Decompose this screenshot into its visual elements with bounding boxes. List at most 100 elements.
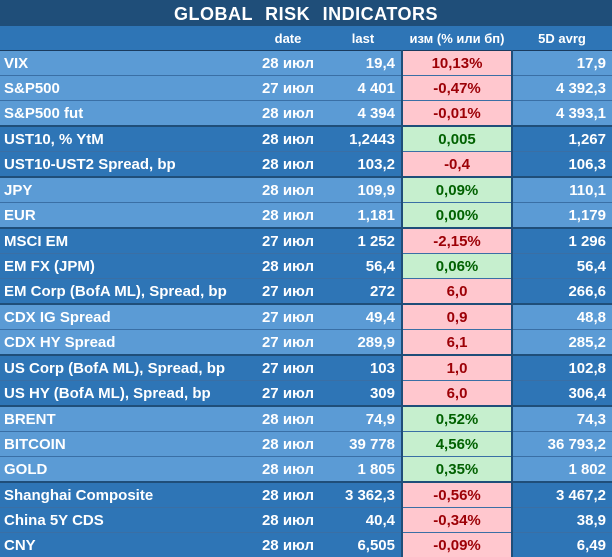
- avg-cell: 17,9: [512, 51, 612, 76]
- avg-cell: 106,3: [512, 152, 612, 178]
- indicator-name: CDX IG Spread: [0, 304, 252, 330]
- date-cell: 27 июл: [252, 330, 324, 356]
- change-cell: 10,13%: [402, 51, 512, 76]
- last-value-cell: 272: [324, 279, 402, 305]
- date-cell: 27 июл: [252, 76, 324, 101]
- change-cell: 6,0: [402, 279, 512, 305]
- avg-cell: 110,1: [512, 177, 612, 203]
- header-row: date last изм (% или бп) 5D avrg: [0, 26, 612, 51]
- avg-cell: 38,9: [512, 508, 612, 533]
- avg-cell: 3 467,2: [512, 482, 612, 508]
- last-value-cell: 309: [324, 381, 402, 407]
- last-value-cell: 109,9: [324, 177, 402, 203]
- last-value-cell: 56,4: [324, 254, 402, 279]
- change-cell: 0,9: [402, 304, 512, 330]
- change-cell: 0,00%: [402, 203, 512, 229]
- avg-cell: 306,4: [512, 381, 612, 407]
- date-cell: 28 июл: [252, 203, 324, 229]
- last-value-cell: 4 394: [324, 101, 402, 127]
- avg-cell: 74,3: [512, 406, 612, 432]
- date-cell: 28 июл: [252, 457, 324, 483]
- indicator-name: CDX HY Spread: [0, 330, 252, 356]
- date-cell: 28 июл: [252, 432, 324, 457]
- date-cell: 28 июл: [252, 152, 324, 178]
- avg-cell: 1 296: [512, 228, 612, 254]
- indicator-name: US Corp (BofA ML), Spread, bp: [0, 355, 252, 381]
- last-value-cell: 1 805: [324, 457, 402, 483]
- col-header-date: date: [252, 26, 324, 51]
- avg-cell: 1 802: [512, 457, 612, 483]
- date-cell: 28 июл: [252, 254, 324, 279]
- indicator-name: UST10-UST2 Spread, bp: [0, 152, 252, 178]
- avg-cell: 102,8: [512, 355, 612, 381]
- table-title: GLOBAL RISK INDICATORS: [0, 0, 612, 26]
- change-cell: -2,15%: [402, 228, 512, 254]
- last-value-cell: 1,2443: [324, 126, 402, 152]
- indicator-name: China 5Y CDS: [0, 508, 252, 533]
- change-cell: 1,0: [402, 355, 512, 381]
- last-value-cell: 39 778: [324, 432, 402, 457]
- date-cell: 27 июл: [252, 228, 324, 254]
- date-cell: 27 июл: [252, 381, 324, 407]
- date-cell: 28 июл: [252, 177, 324, 203]
- indicator-name: EM Corp (BofA ML), Spread, bp: [0, 279, 252, 305]
- last-value-cell: 6,505: [324, 533, 402, 557]
- change-cell: 0,06%: [402, 254, 512, 279]
- date-cell: 27 июл: [252, 279, 324, 305]
- change-cell: 0,52%: [402, 406, 512, 432]
- avg-cell: 36 793,2: [512, 432, 612, 457]
- change-cell: 0,35%: [402, 457, 512, 483]
- indicator-name: S&P500 fut: [0, 101, 252, 127]
- date-cell: 28 июл: [252, 51, 324, 76]
- date-cell: 28 июл: [252, 406, 324, 432]
- last-value-cell: 49,4: [324, 304, 402, 330]
- indicator-name: GOLD: [0, 457, 252, 483]
- indicator-name: JPY: [0, 177, 252, 203]
- change-cell: -0,47%: [402, 76, 512, 101]
- date-cell: 27 июл: [252, 304, 324, 330]
- avg-cell: 285,2: [512, 330, 612, 356]
- last-value-cell: 19,4: [324, 51, 402, 76]
- indicator-name: US HY (BofA ML), Spread, bp: [0, 381, 252, 407]
- avg-cell: 48,8: [512, 304, 612, 330]
- last-value-cell: 4 401: [324, 76, 402, 101]
- avg-cell: 266,6: [512, 279, 612, 305]
- avg-cell: 56,4: [512, 254, 612, 279]
- last-value-cell: 74,9: [324, 406, 402, 432]
- date-cell: 28 июл: [252, 101, 324, 127]
- indicator-name: VIX: [0, 51, 252, 76]
- indicator-name: EUR: [0, 203, 252, 229]
- avg-cell: 4 392,3: [512, 76, 612, 101]
- indicator-name: Shanghai Composite: [0, 482, 252, 508]
- indicator-name: EM FX (JPM): [0, 254, 252, 279]
- col-header-name: [0, 26, 252, 51]
- last-value-cell: 3 362,3: [324, 482, 402, 508]
- date-cell: 28 июл: [252, 533, 324, 557]
- indicator-name: MSCI EM: [0, 228, 252, 254]
- change-cell: 0,09%: [402, 177, 512, 203]
- change-cell: 6,0: [402, 381, 512, 407]
- indicator-name: BITCOIN: [0, 432, 252, 457]
- change-cell: -0,01%: [402, 101, 512, 127]
- change-cell: 0,005: [402, 126, 512, 152]
- indicator-name: CNY: [0, 533, 252, 557]
- last-value-cell: 1 252: [324, 228, 402, 254]
- date-cell: 28 июл: [252, 126, 324, 152]
